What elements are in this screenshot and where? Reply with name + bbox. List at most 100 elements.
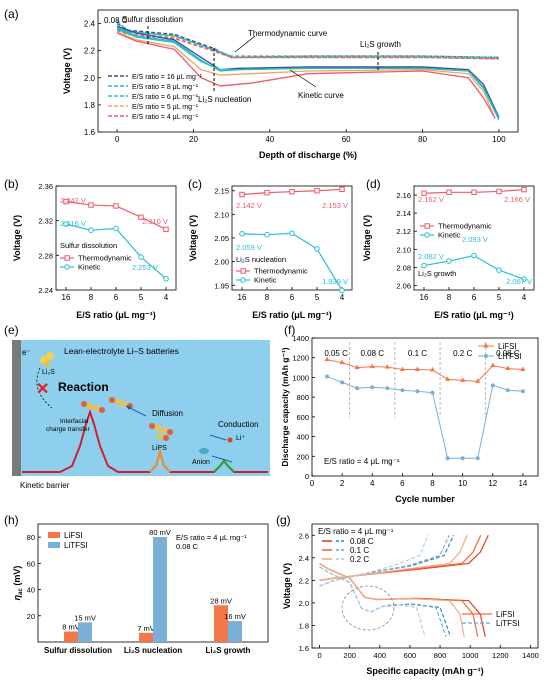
panel-letter-c: (c) xyxy=(188,177,202,191)
li2s-label: Li₂S xyxy=(42,369,55,376)
category-label-2: Li₂S growth xyxy=(206,646,251,655)
legend-label-1: LiTFSI xyxy=(498,352,522,361)
y-tick-label-0: 2.24 xyxy=(38,286,53,295)
marker-1-12 xyxy=(505,388,510,393)
series-line-1 xyxy=(326,375,523,459)
anion-label: Anion xyxy=(192,459,210,466)
kinetic-curve-3 xyxy=(116,31,496,119)
legend-marker-1 xyxy=(240,277,246,283)
bar-label-1-1: 80 mV xyxy=(149,528,171,537)
chart-f-footnote: E/S ratio = 4 μL mg⁻¹ xyxy=(324,457,400,466)
y-tick-label-2: 2.0 xyxy=(299,599,309,608)
x-tick-label-6: 12 xyxy=(488,479,497,488)
reaction-label: Reaction xyxy=(58,380,109,394)
highlight-circle xyxy=(341,585,395,631)
x-tick-label-2: 6 xyxy=(114,293,119,302)
marker-1-3 xyxy=(370,385,375,390)
marker-1-3 xyxy=(138,254,144,260)
marker-1-4 xyxy=(163,275,169,282)
x-tick-label-1: 2 xyxy=(340,479,345,488)
y-tick-label-1: 2.28 xyxy=(38,251,53,260)
y-tick-label-3: 2.12 xyxy=(396,227,411,236)
marker-0-5 xyxy=(399,366,405,372)
annot-thermo-curve: Thermodynamic curve xyxy=(248,29,328,38)
marker-1-1 xyxy=(446,258,452,264)
rate-label-0: 0.05 C xyxy=(324,349,348,358)
panel-subtitle: Li₂S growth xyxy=(418,269,456,278)
chart-a-frame xyxy=(97,9,519,133)
y-tick-label-4: 2.4 xyxy=(84,20,96,29)
y-tick-label-3: 2.2 xyxy=(299,576,309,585)
y-tick-label-4: 800 xyxy=(296,393,309,402)
marker-0-10 xyxy=(475,378,481,383)
marker-0-3 xyxy=(369,363,375,369)
y-tick-label-3: 2.10 xyxy=(214,210,229,219)
litfsi-charge-1 xyxy=(319,535,450,587)
marker-1-7 xyxy=(430,390,435,395)
value-label-3: 2.253 V xyxy=(132,263,158,272)
chart-f-marks: 0 2 4 6 8 10 12 14 0 200 400 600 800 1000 1200 1400 0.05… xyxy=(292,334,528,488)
x-tick-label-0: 0 xyxy=(115,135,120,144)
li-ion-label: Li⁺ xyxy=(236,435,245,442)
barrier-overlay-orange xyxy=(149,448,171,473)
conduction-label: Conduction xyxy=(218,420,258,429)
x-tick-label-0: 16 xyxy=(238,293,247,302)
y-tick-label-4: 2.15 xyxy=(214,187,229,196)
annot-li2s-growth: Li₂S growth xyxy=(360,40,401,49)
y-tick-label-4: 2.14 xyxy=(396,209,411,218)
legend-marker-0 xyxy=(240,268,246,274)
x-tick-label-3: 60 xyxy=(342,135,351,144)
x-tick-label-3: 6 xyxy=(400,479,405,488)
marker-0-1 xyxy=(446,189,452,196)
legend-label-1: LiTFSI xyxy=(64,541,88,550)
chart-g-xlabel: Specific capacity (mAh g⁻¹) xyxy=(366,666,483,676)
legend-label-1: Kinetic xyxy=(254,276,277,285)
chart-g-marks: 0 200 400 600 800 1000 1200 1400 1.6 1.8 2.0 2.2 2.4… xyxy=(299,531,539,660)
bar-1-2 xyxy=(228,621,242,642)
thermo-curve-2 xyxy=(116,20,499,59)
bar-1-1 xyxy=(153,537,167,642)
panel-subtitle: Li₂S nucleation xyxy=(236,255,286,264)
marker-1-2 xyxy=(289,230,295,237)
y-tick-label-1: 1.8 xyxy=(299,621,309,630)
chart-d-ylabel: Voltage (V) xyxy=(362,215,372,261)
li-ion-arrow xyxy=(209,434,227,441)
legend-marker-1 xyxy=(424,232,430,238)
litfsi-charge-0 xyxy=(319,535,455,587)
bar-0-1 xyxy=(139,632,153,642)
category-label-0: Sulfur dissolution xyxy=(44,646,112,655)
lifsi-charge-1 xyxy=(319,535,482,581)
marker-0-0 xyxy=(63,198,69,205)
marker-1-2 xyxy=(113,225,119,232)
x-tick-label-2: 6 xyxy=(290,293,295,302)
marker-1-13 xyxy=(520,389,525,394)
marker-0-7 xyxy=(429,367,436,372)
legend-label-0: Thermodynamic xyxy=(438,222,492,231)
y-tick-label-0: 20 xyxy=(27,612,35,621)
chart-a-xlabel: Depth of discharge (%) xyxy=(259,150,357,160)
chart-h-note-1: E/S ratio = 4 μL mg⁻¹ xyxy=(176,533,247,542)
x-tick-label-5: 1000 xyxy=(462,651,479,660)
value-label-1: 2.166 V xyxy=(504,195,530,204)
value-label-3: 1.939 V xyxy=(322,277,348,286)
value-label-3: 2.093 V xyxy=(462,235,488,244)
marker-1-2 xyxy=(355,386,360,391)
x-tick-label-1: 20 xyxy=(189,135,198,144)
chart-h-note-2: 0.08 C xyxy=(176,542,199,551)
chart-c-marks: 16 8 6 5 4 1.95 2.00 2.05 2.10 2.15 2.142 V 2.153 V… xyxy=(214,186,348,302)
marker-0-8 xyxy=(445,376,451,381)
series-legend-label-1: LiTFSI xyxy=(496,619,520,628)
y-tick-label-2: 400 xyxy=(296,433,309,442)
value-label-2: 2.082 V xyxy=(418,252,444,261)
marker-1-11 xyxy=(490,383,495,388)
marker-1-1 xyxy=(340,380,345,385)
marker-0-3 xyxy=(314,188,320,194)
litfsi-discharge-2 xyxy=(319,566,426,637)
annot-li2s-nucleation: Li₂S nucleation xyxy=(198,95,251,104)
legend-marker-0 xyxy=(64,255,70,261)
marker-1-3 xyxy=(314,246,320,252)
legend-label-4: E/S ratio = 4 μL mg⁻¹ xyxy=(132,114,199,121)
marker-0-4 xyxy=(521,186,527,193)
chart-f-ylabel: Discharge capacity (mAh g⁻¹) xyxy=(280,347,290,466)
